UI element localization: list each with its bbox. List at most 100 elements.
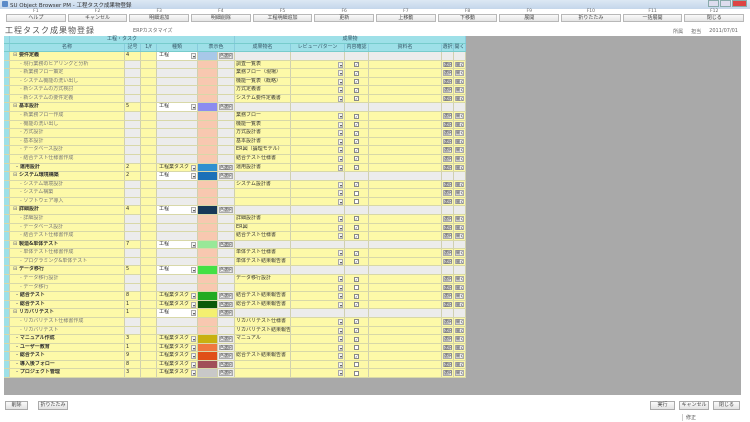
document-name-cell[interactable] bbox=[369, 197, 442, 206]
row-selector[interactable] bbox=[4, 275, 10, 283]
name-cell[interactable]: - リカバリテスト仕様書作成 bbox=[10, 317, 125, 326]
name-cell[interactable]: - 結合テスト仕様書作成 bbox=[10, 154, 125, 163]
name-cell[interactable]: - プログラミング&単体テスト bbox=[10, 257, 125, 266]
select-button[interactable]: 選択 bbox=[443, 181, 452, 188]
chevron-down-icon[interactable] bbox=[338, 284, 343, 291]
row-selector[interactable] bbox=[4, 360, 10, 369]
open-button[interactable]: 開く bbox=[455, 353, 464, 359]
name-cell[interactable]: - 方式設計 bbox=[10, 129, 125, 137]
name-cell[interactable]: - 新業務フロー策定 bbox=[10, 69, 125, 77]
product-name-cell[interactable]: 機能一覧表（概略） bbox=[235, 77, 291, 86]
name-cell[interactable]: - データベース設計 bbox=[10, 146, 125, 154]
table-row[interactable]: - 新システムの方式検討 方式定義書 ✓ 選択 開く bbox=[4, 86, 466, 95]
chevron-down-icon[interactable] bbox=[338, 318, 343, 325]
document-name-cell[interactable] bbox=[369, 180, 442, 189]
chevron-down-icon[interactable] bbox=[191, 53, 196, 59]
product-name-cell[interactable] bbox=[235, 197, 291, 206]
row-selector[interactable] bbox=[4, 86, 10, 94]
table-row[interactable]: ⊟ 基本設計 5 工程 色選択 bbox=[4, 103, 466, 113]
name-cell[interactable]: - システム構築 bbox=[10, 189, 125, 197]
open-button[interactable]: 開く bbox=[455, 344, 464, 351]
open-button[interactable]: 開く bbox=[455, 361, 464, 368]
review-pattern-select[interactable] bbox=[291, 257, 345, 266]
document-name-cell[interactable] bbox=[369, 146, 442, 154]
product-name-cell[interactable]: システム設計書 bbox=[235, 180, 291, 189]
review-pattern-select[interactable] bbox=[291, 275, 345, 283]
color-select-button[interactable]: 色選択 bbox=[219, 370, 233, 376]
name-cell[interactable]: - データ移行設計 bbox=[10, 275, 125, 283]
select-button[interactable]: 選択 bbox=[443, 190, 452, 196]
product-name-cell[interactable] bbox=[235, 343, 291, 352]
review-pattern-select[interactable] bbox=[291, 154, 345, 163]
chevron-down-icon[interactable] bbox=[191, 293, 196, 300]
name-cell[interactable]: ⊟ リカバリテスト bbox=[10, 309, 125, 317]
select-button[interactable]: 選択 bbox=[443, 318, 452, 325]
content-check-checkbox[interactable]: ✓ bbox=[354, 336, 359, 342]
kind-select[interactable]: 工程業タスク bbox=[157, 300, 198, 309]
open-button[interactable]: 開く bbox=[455, 301, 464, 308]
content-check-checkbox[interactable]: ✓ bbox=[354, 87, 359, 93]
table-row[interactable]: - 単体テスト仕様書作成 単体テスト仕様書 ✓ 選択 開く bbox=[4, 249, 466, 258]
name-cell[interactable]: - ソフトウェア導入 bbox=[10, 197, 125, 206]
review-pattern-select[interactable] bbox=[291, 326, 345, 335]
open-button[interactable]: 開く bbox=[455, 318, 464, 325]
row-selector[interactable] bbox=[4, 77, 10, 86]
color-select-button[interactable]: 色選択 bbox=[219, 104, 233, 111]
select-button[interactable]: 選択 bbox=[443, 233, 452, 239]
open-button[interactable]: 開く bbox=[455, 155, 464, 162]
open-button[interactable]: 開く bbox=[455, 198, 464, 205]
toolbar-button-5[interactable]: 工程明細追加 bbox=[252, 14, 313, 22]
document-name-cell[interactable] bbox=[369, 335, 442, 343]
kind-select[interactable]: 工程業タスク bbox=[157, 343, 198, 352]
close-button[interactable]: 閉じる bbox=[713, 401, 740, 410]
chevron-down-icon[interactable] bbox=[338, 181, 343, 188]
row-selector[interactable] bbox=[4, 112, 10, 120]
review-pattern-select[interactable] bbox=[291, 335, 345, 343]
document-name-cell[interactable] bbox=[369, 300, 442, 309]
row-selector[interactable] bbox=[4, 120, 10, 129]
document-name-cell[interactable] bbox=[369, 129, 442, 137]
document-name-cell[interactable] bbox=[369, 369, 442, 377]
table-row[interactable]: - リカバリテスト仕様書作成 リカバリテスト仕様書 ✓ 選択 開く bbox=[4, 317, 466, 327]
product-name-cell[interactable]: 結合テスト仕様書 bbox=[235, 154, 291, 163]
select-button[interactable]: 選択 bbox=[443, 121, 452, 128]
table-row[interactable]: - 基本設計 基本設計書 ✓ 選択 開く bbox=[4, 137, 466, 147]
document-name-cell[interactable] bbox=[369, 86, 442, 94]
select-button[interactable]: 選択 bbox=[443, 224, 452, 231]
product-name-cell[interactable] bbox=[235, 189, 291, 197]
chevron-down-icon[interactable] bbox=[338, 87, 343, 94]
select-button[interactable]: 選択 bbox=[443, 361, 452, 368]
row-selector[interactable] bbox=[4, 335, 10, 343]
row-selector[interactable] bbox=[4, 94, 10, 103]
document-name-cell[interactable] bbox=[369, 163, 442, 172]
row-selector[interactable] bbox=[4, 232, 10, 240]
row-selector[interactable] bbox=[4, 214, 10, 223]
review-pattern-select[interactable] bbox=[291, 369, 345, 377]
chevron-down-icon[interactable] bbox=[338, 95, 343, 102]
product-name-cell[interactable]: 基本設計書 bbox=[235, 137, 291, 146]
table-row[interactable]: - システム構築 選択 開く bbox=[4, 189, 466, 198]
collapse-toggle-icon[interactable]: ⊟ bbox=[13, 266, 19, 273]
row-selector[interactable] bbox=[4, 343, 10, 352]
kind-select[interactable]: 工程 bbox=[157, 206, 198, 214]
name-cell[interactable]: - 結合テスト bbox=[10, 292, 125, 300]
code-cell[interactable]: 2 bbox=[125, 163, 141, 172]
table-row[interactable]: - 結合テスト仕様書作成 結合テスト仕様書 ✓ 選択 開く bbox=[4, 232, 466, 241]
table-row[interactable]: ⊟ 製造&単体テスト 7 工程 色選択 bbox=[4, 240, 466, 250]
document-name-cell[interactable] bbox=[369, 154, 442, 163]
toolbar-button-7[interactable]: 上移動 bbox=[376, 14, 436, 22]
document-name-cell[interactable] bbox=[369, 326, 442, 335]
content-check-checkbox[interactable]: ✓ bbox=[354, 250, 359, 256]
product-name-cell[interactable]: リカバリテスト仕様書 bbox=[235, 317, 291, 326]
select-button[interactable]: 選択 bbox=[443, 284, 452, 291]
review-pattern-select[interactable] bbox=[291, 360, 345, 369]
collapse-toggle-icon[interactable]: ⊟ bbox=[13, 172, 19, 179]
name-cell[interactable]: - データ移行 bbox=[10, 283, 125, 292]
code-cell[interactable]: 8 bbox=[125, 360, 141, 369]
open-button[interactable]: 開く bbox=[455, 78, 464, 85]
kind-select[interactable]: 工程業タスク bbox=[157, 335, 198, 343]
content-check-checkbox[interactable]: ✓ bbox=[354, 70, 359, 76]
color-select-button[interactable]: 色選択 bbox=[219, 344, 233, 351]
row-selector[interactable] bbox=[4, 180, 10, 189]
chevron-down-icon[interactable] bbox=[338, 233, 343, 240]
